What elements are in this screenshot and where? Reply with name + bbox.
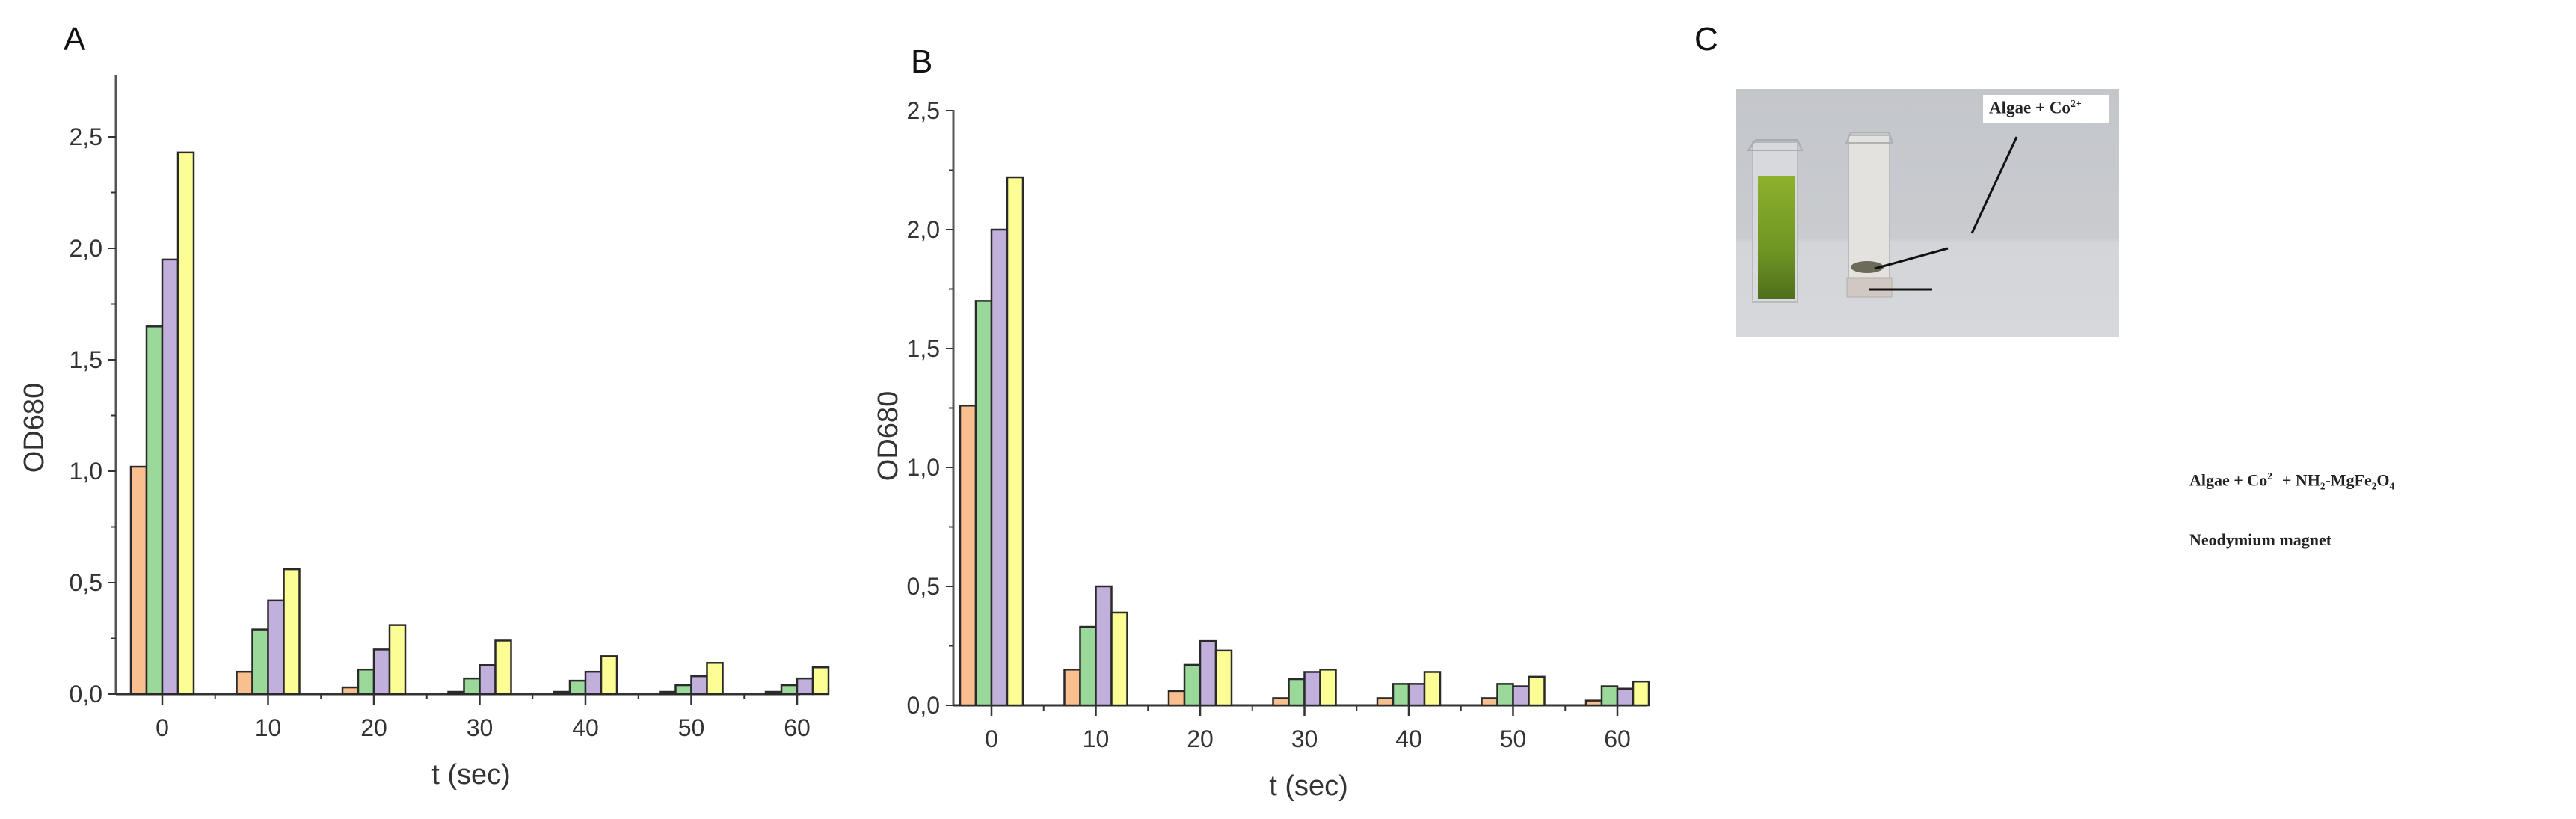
bar: [600, 655, 618, 696]
label-neodymium-magnet: Neodymium magnet: [2189, 530, 2332, 549]
y-tick-label: 2,0: [907, 216, 940, 243]
y-tick-label: 0,5: [907, 573, 940, 600]
bar: [1110, 611, 1128, 707]
cuvette-photo: [1736, 89, 2119, 341]
bar: [959, 405, 977, 707]
label-subscript: 2: [2371, 480, 2377, 492]
bar: [283, 568, 301, 696]
panel-label-b: B: [911, 43, 933, 80]
pointer-line-top: [1970, 136, 2018, 234]
y-tick-label: 1,5: [907, 335, 940, 362]
bar: [1214, 649, 1233, 707]
x-tick-label: 0: [985, 726, 998, 752]
bar: [990, 228, 1009, 707]
x-axis-label: t (sec): [431, 759, 511, 791]
x-axis-label: t (sec): [1269, 770, 1348, 802]
label-algae-co-nh2-mgfe2o4: Algae + Co2+ + NH2-MgFe2O4: [2189, 470, 2394, 493]
x-tick-label: 60: [784, 714, 811, 741]
label-algae-co: Algae + Co2+: [1989, 98, 2082, 118]
cuvette-photo-illustration: [1736, 89, 2119, 337]
bar: [1167, 690, 1186, 707]
label-part: O: [2376, 470, 2390, 490]
bar: [1407, 683, 1426, 707]
bar: [1376, 697, 1395, 707]
bar: [706, 662, 724, 696]
label-part: -MgFe: [2325, 470, 2372, 490]
y-tick-label: 2,5: [907, 97, 940, 124]
x-tick-label: 20: [1187, 726, 1214, 752]
label-subscript: 2: [2320, 480, 2326, 492]
panel-label-c: C: [1694, 21, 1718, 58]
y-tick-label: 2,0: [70, 235, 102, 262]
bar: [1303, 671, 1321, 707]
bar: [1272, 697, 1290, 707]
bar: [1600, 685, 1619, 707]
y-tick-label: 2,5: [70, 123, 102, 150]
x-tick-label: 10: [255, 714, 282, 741]
x-tick-label: 30: [1291, 726, 1318, 752]
y-tick-label: 1,0: [70, 458, 102, 485]
bar: [1319, 669, 1337, 707]
y-tick-label: 0,5: [70, 569, 102, 596]
bar: [1584, 699, 1603, 707]
x-tick-label: 50: [1500, 726, 1527, 752]
bar: [388, 624, 407, 696]
bar: [1079, 625, 1097, 707]
bar: [1481, 697, 1498, 707]
bar: [176, 151, 195, 696]
bar: [1199, 639, 1217, 707]
label-subscript: 4: [2389, 480, 2395, 492]
bar: [1288, 678, 1306, 707]
x-tick-label: 60: [1604, 726, 1631, 752]
panel-label-a: A: [64, 21, 86, 58]
y-axis-label: OD680: [873, 391, 904, 481]
x-tick-label: 30: [467, 714, 494, 741]
y-tick-label: 1,0: [907, 454, 940, 481]
bar: [974, 300, 993, 707]
bar: [1095, 585, 1113, 707]
bar: [1496, 683, 1514, 707]
label-charge: 2+: [2267, 470, 2278, 482]
bar: [1063, 669, 1081, 707]
label-algae-co-text: Algae + Co: [1989, 98, 2071, 117]
y-tick-label: 1,5: [70, 346, 102, 373]
bar: [1528, 675, 1546, 707]
bar: [1006, 176, 1024, 707]
y-tick-label: 0,0: [70, 681, 102, 708]
x-tick-label: 40: [1395, 726, 1422, 752]
label-part: + NH: [2278, 470, 2320, 490]
x-tick-label: 0: [156, 714, 169, 741]
x-tick-label: 40: [572, 714, 599, 741]
bar: [1632, 680, 1650, 707]
bar-chart-a: 0,0 0,5 1,0 1,5 2,0 2,5 0 10 20 30 40 50 60 t (sec) OD…: [19, 75, 830, 791]
label-algae-co-charge: 2+: [2070, 98, 2082, 109]
x-tick-label: 10: [1083, 726, 1110, 752]
bar: [1512, 685, 1530, 707]
x-tick-label: 50: [678, 714, 705, 741]
bar: [811, 666, 830, 696]
bar: [1183, 663, 1202, 707]
bar: [1392, 683, 1410, 707]
bar: [1616, 687, 1635, 707]
bar-chart-b: 0,0 0,5 1,0 1,5 2,0 2,5 0 10 20 30 40 50 60 t (sec) OD…: [873, 97, 1650, 802]
bar: [494, 639, 512, 696]
x-tick-label: 20: [360, 714, 387, 741]
y-tick-label: 0,0: [907, 692, 940, 719]
label-part: Algae + Co: [2189, 470, 2268, 490]
bar: [1423, 671, 1442, 707]
y-axis-label: OD680: [19, 383, 50, 473]
